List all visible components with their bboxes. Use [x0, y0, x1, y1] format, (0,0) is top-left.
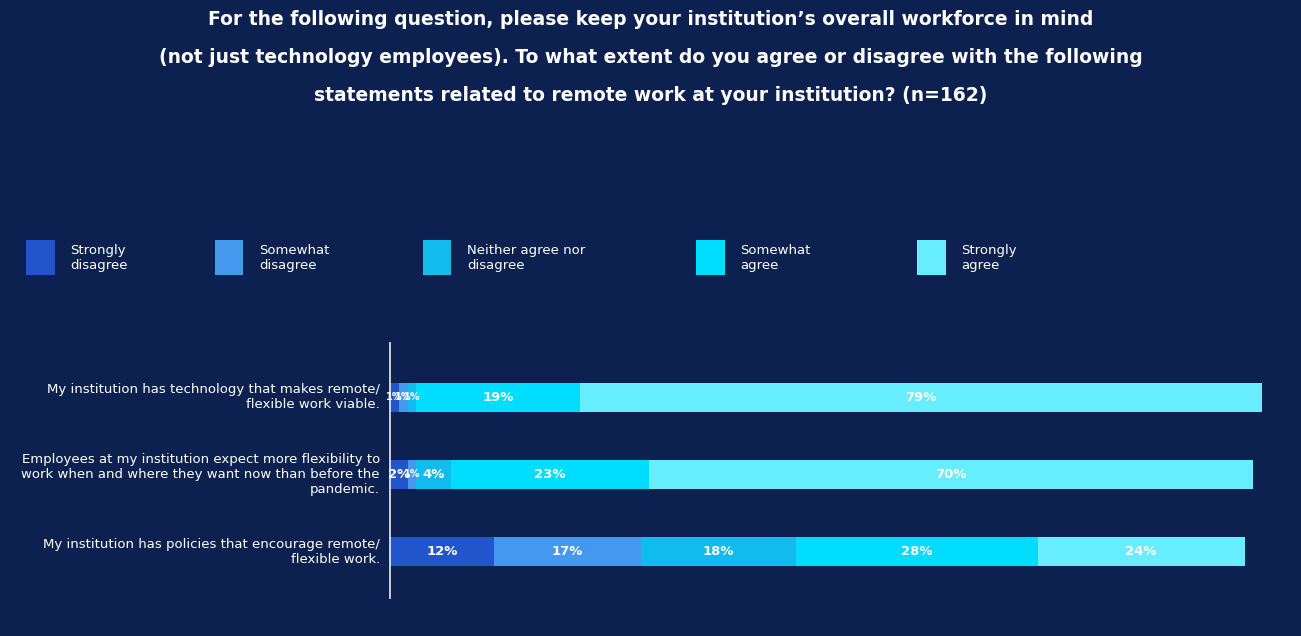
Text: (not just technology employees). To what extent do you agree or disagree with th: (not just technology employees). To what…: [159, 48, 1142, 67]
Text: 28%: 28%: [902, 545, 933, 558]
Text: 1%: 1%: [403, 392, 420, 403]
Text: 24%: 24%: [1125, 545, 1157, 558]
Text: 79%: 79%: [905, 391, 937, 404]
Bar: [407, 460, 416, 489]
Bar: [407, 383, 416, 412]
Text: statements related to remote work at your institution? (n=162): statements related to remote work at you…: [314, 86, 987, 105]
Text: Neither agree nor
disagree: Neither agree nor disagree: [467, 244, 585, 272]
Bar: [390, 383, 399, 412]
Text: 1%: 1%: [403, 469, 420, 480]
Text: 2%: 2%: [388, 468, 410, 481]
Text: 19%: 19%: [483, 391, 514, 404]
Bar: [450, 460, 649, 489]
Bar: [1038, 537, 1245, 566]
Bar: [640, 537, 796, 566]
Bar: [390, 537, 494, 566]
Bar: [390, 460, 407, 489]
Text: 23%: 23%: [535, 468, 566, 481]
Text: 4%: 4%: [423, 468, 445, 481]
Bar: [649, 460, 1253, 489]
Text: Strongly
disagree: Strongly disagree: [70, 244, 127, 272]
Text: Strongly
agree: Strongly agree: [961, 244, 1017, 272]
Bar: [416, 460, 450, 489]
Bar: [580, 383, 1262, 412]
Text: 18%: 18%: [703, 545, 734, 558]
Bar: [416, 383, 580, 412]
Text: 17%: 17%: [552, 545, 583, 558]
Text: 12%: 12%: [427, 545, 458, 558]
Text: My institution has policies that encourage remote/
flexible work.: My institution has policies that encoura…: [43, 537, 380, 565]
Text: For the following question, please keep your institution’s overall workforce in : For the following question, please keep …: [208, 10, 1093, 29]
Text: My institution has technology that makes remote/
flexible work viable.: My institution has technology that makes…: [47, 384, 380, 411]
Text: Somewhat
disagree: Somewhat disagree: [259, 244, 329, 272]
Text: 1%: 1%: [386, 392, 403, 403]
Bar: [494, 537, 640, 566]
Text: 70%: 70%: [935, 468, 967, 481]
Text: 1%: 1%: [396, 392, 411, 403]
Text: Employees at my institution expect more flexibility to
work when and where they : Employees at my institution expect more …: [21, 453, 380, 496]
Bar: [796, 537, 1038, 566]
Bar: [399, 383, 407, 412]
Text: Somewhat
agree: Somewhat agree: [740, 244, 811, 272]
